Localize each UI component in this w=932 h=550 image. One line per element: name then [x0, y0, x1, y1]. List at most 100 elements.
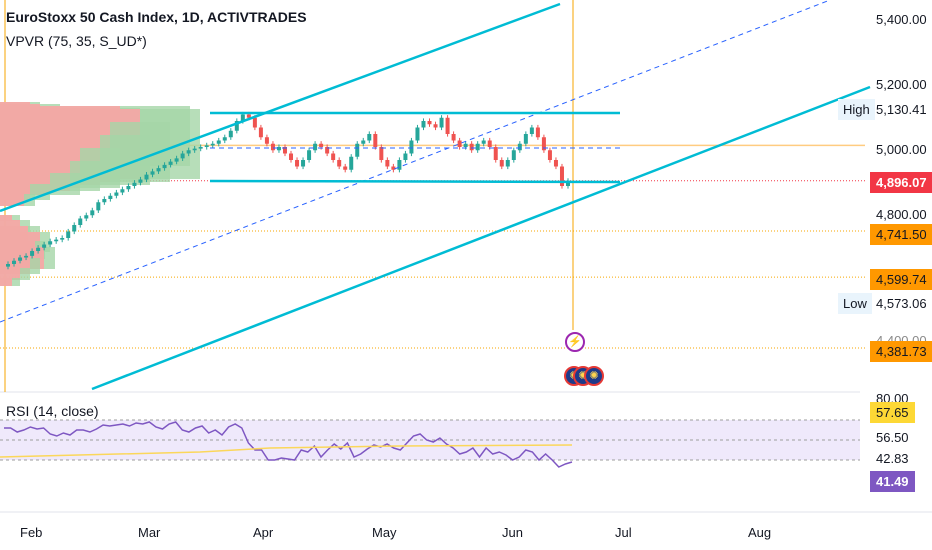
candle-body — [30, 251, 35, 256]
price-tick: 5,400.00 — [876, 12, 927, 27]
time-label: Feb — [20, 525, 43, 540]
high-value: 5,130.41 — [876, 102, 927, 117]
candle-body — [313, 143, 318, 151]
candle-body — [343, 166, 348, 170]
candle-body — [559, 166, 564, 186]
candle-body — [168, 161, 173, 165]
price-tick: 4,800.00 — [876, 207, 927, 222]
rsi-line — [4, 421, 573, 468]
vpvr-indicator-label[interactable]: VPVR (75, 35, S_UD*) — [6, 33, 147, 49]
candle-body — [132, 182, 137, 186]
candle-body — [445, 117, 450, 134]
candle-body — [349, 156, 354, 170]
candle-body — [403, 153, 408, 160]
eu-flag-icon[interactable]: ✺ — [584, 366, 604, 386]
candle-body — [192, 148, 197, 151]
rsi-tick: 56.50 — [876, 430, 909, 445]
candle-body — [222, 137, 227, 141]
candle-body — [535, 127, 540, 138]
candle-body — [228, 130, 233, 138]
candle-body — [331, 153, 336, 160]
candle-body — [270, 143, 275, 151]
time-label: Apr — [253, 525, 274, 540]
candle-body — [252, 117, 257, 128]
range-bottom-line — [209, 179, 621, 184]
time-label: Jun — [502, 525, 523, 540]
rsi-ma-line — [0, 444, 573, 458]
candle-body — [72, 225, 77, 232]
candle-body — [66, 231, 71, 238]
candle-body — [517, 143, 522, 151]
candle-body — [289, 153, 294, 160]
candle-body — [523, 134, 528, 144]
candle-body — [6, 264, 10, 267]
candle-body — [301, 160, 306, 167]
level-badge: 4,741.50 — [870, 224, 932, 245]
candle-body — [276, 147, 281, 151]
candle-body — [529, 127, 534, 134]
candle-body — [12, 260, 17, 264]
candle-body — [18, 257, 23, 261]
candle-body — [451, 134, 456, 141]
candle-body — [204, 145, 209, 147]
candle-body — [90, 210, 95, 216]
candle-body — [138, 179, 143, 183]
candle-body — [120, 189, 125, 193]
price-tick: 5,000.00 — [876, 142, 927, 157]
channel-lower-line — [91, 85, 871, 391]
time-label: Jul — [615, 525, 632, 540]
candle-body — [150, 171, 155, 175]
candle-body — [24, 255, 29, 258]
level-badge: 4,599.74 — [870, 269, 932, 290]
candle-body — [499, 160, 504, 167]
low-label: Low — [838, 293, 872, 314]
candle-body — [295, 160, 300, 167]
candle-body — [54, 239, 59, 242]
candle-body — [282, 147, 287, 154]
candle-body — [373, 134, 378, 147]
candle-body — [108, 195, 113, 199]
candle-body — [36, 247, 41, 251]
candle-body — [487, 140, 492, 147]
lightning-icon[interactable]: ⚡ — [565, 332, 585, 352]
candle-body — [469, 143, 474, 151]
candle-body — [180, 153, 185, 159]
candle-body — [511, 150, 516, 160]
candle-body — [60, 238, 65, 240]
level-badge: 4,381.73 — [870, 341, 932, 362]
rsi-indicator-label[interactable]: RSI (14, close) — [6, 403, 99, 419]
candle-body — [367, 134, 372, 141]
time-label: May — [372, 525, 397, 540]
volume-profile-bar — [0, 215, 12, 221]
candle-body — [264, 137, 269, 144]
candle-body — [475, 143, 480, 151]
candle-body — [48, 241, 53, 245]
candle-body — [379, 147, 384, 160]
candle-body — [246, 114, 251, 118]
chart-title[interactable]: EuroStoxx 50 Cash Index, 1D, ACTIVTRADES — [6, 9, 307, 25]
candle-body — [415, 127, 420, 141]
candle-body — [258, 127, 263, 138]
candle-body — [307, 150, 312, 160]
candle-body — [439, 117, 444, 128]
candle-body — [355, 143, 360, 157]
candle-body — [337, 160, 342, 167]
candle-body — [566, 180, 570, 186]
candle-body — [174, 158, 179, 162]
candle-body — [541, 137, 546, 151]
candle-body — [210, 143, 215, 146]
candle-body — [457, 140, 462, 147]
time-label: Aug — [748, 525, 772, 540]
volume-profile-bar — [0, 278, 12, 286]
candle-body — [156, 168, 161, 172]
channel-mid-dashed-line — [0, 0, 831, 323]
candle-body — [126, 186, 131, 190]
candle-body — [493, 147, 498, 160]
rsi-value-badge: 57.65 — [870, 402, 915, 423]
current-price-badge: 4,896.07 — [870, 172, 932, 193]
rsi-current-badge: 41.49 — [870, 471, 915, 492]
volume-profile-bar — [0, 194, 24, 206]
candle-body — [481, 140, 486, 144]
time-label: Mar — [138, 525, 161, 540]
